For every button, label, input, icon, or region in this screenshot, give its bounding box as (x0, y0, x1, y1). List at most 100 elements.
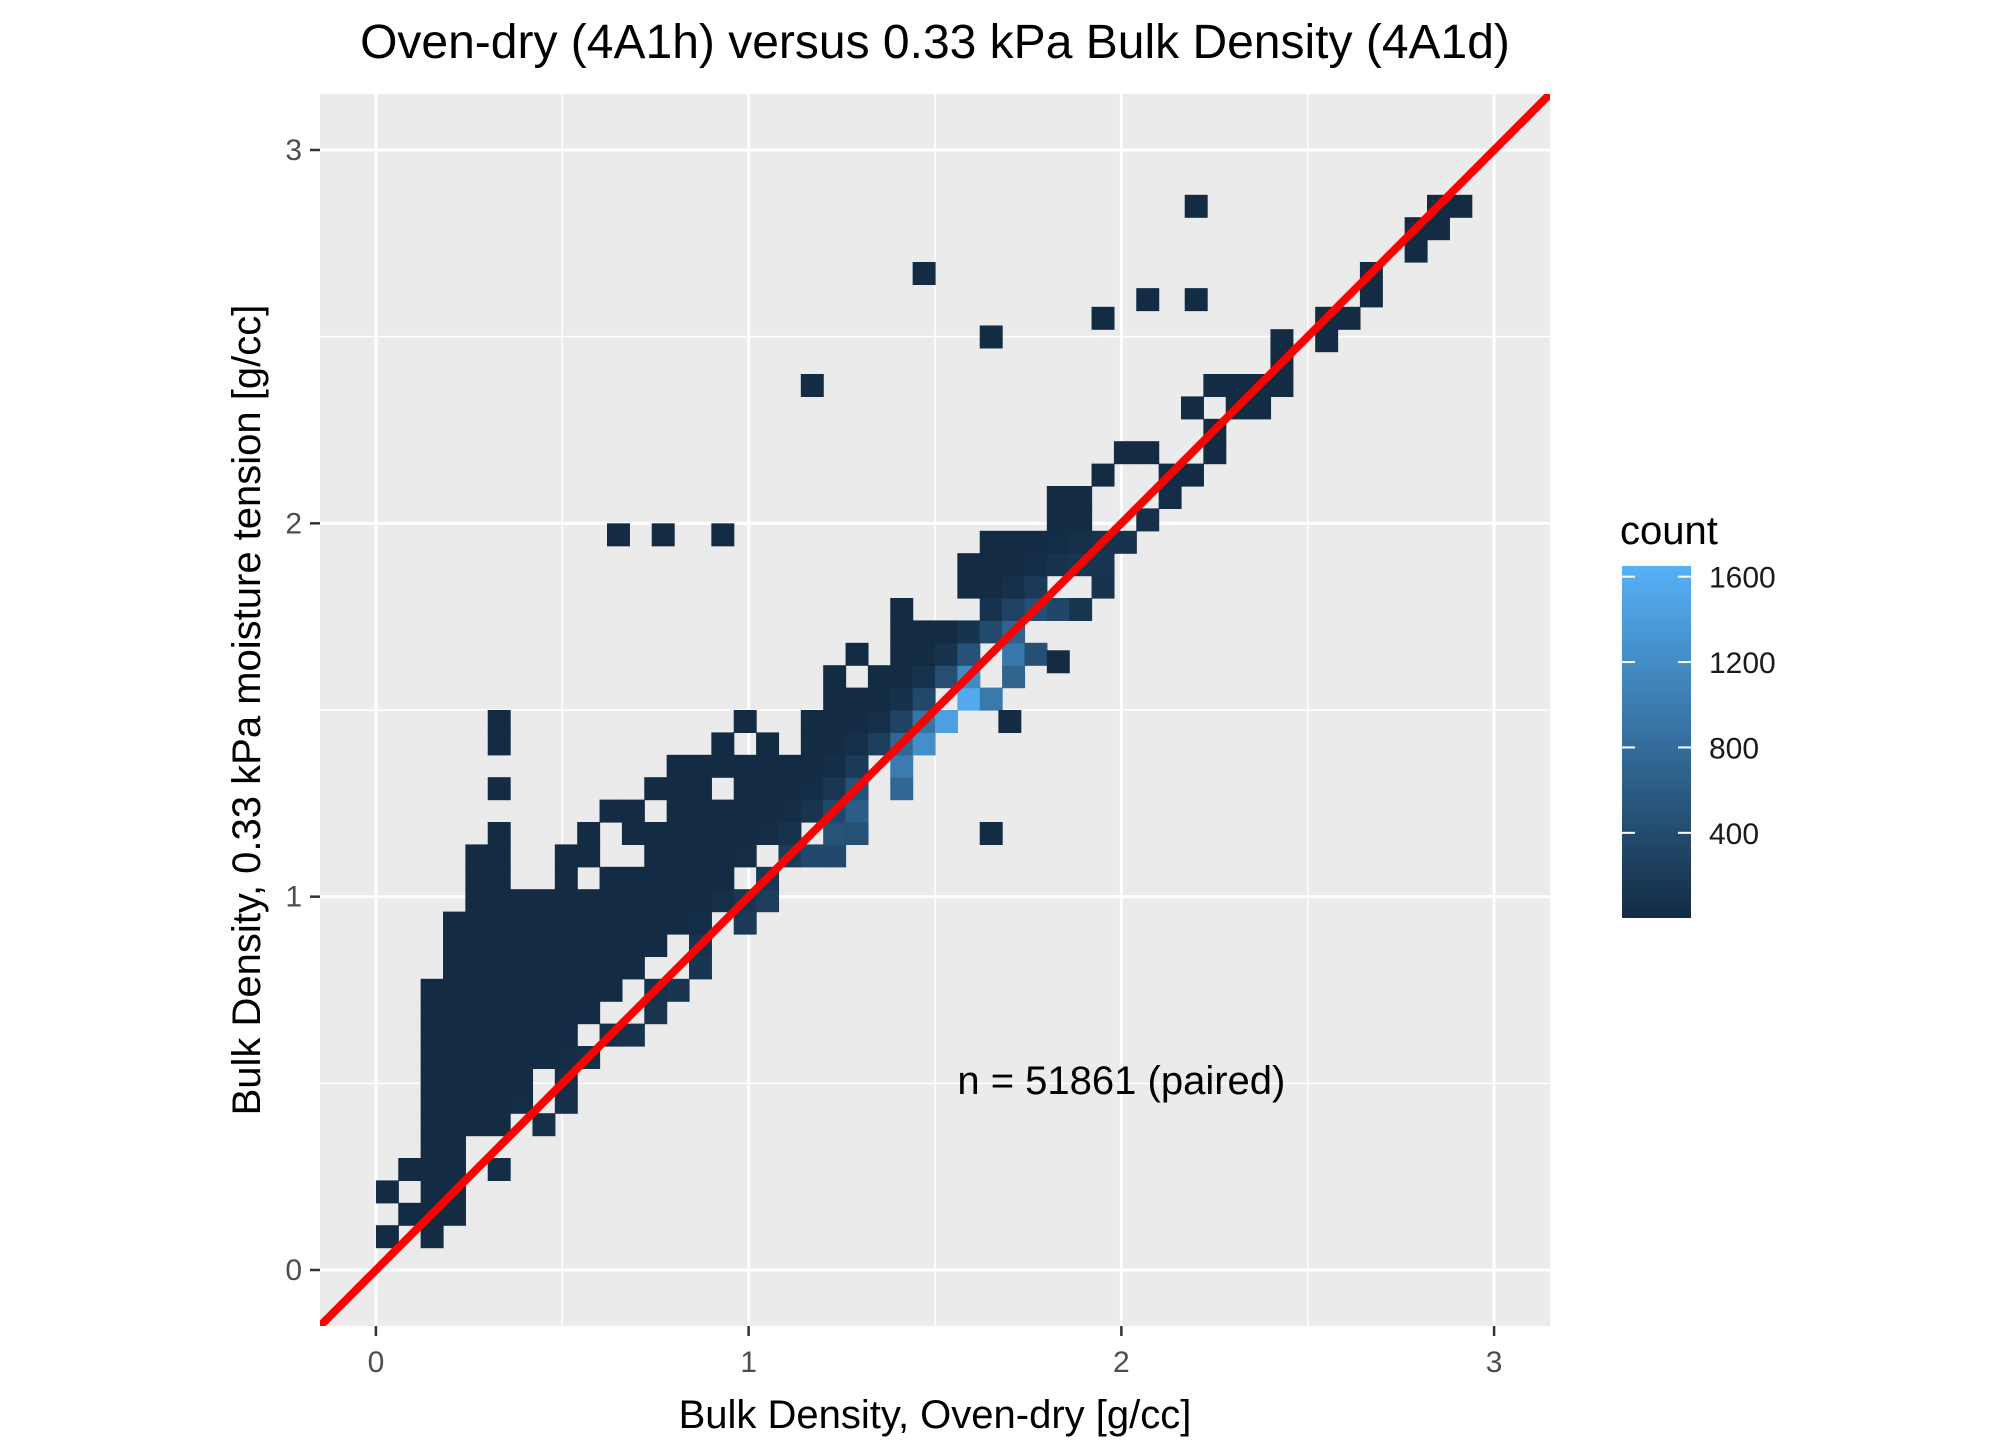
heatmap-cell (979, 575, 1003, 599)
heatmap-cell (711, 799, 735, 823)
heatmap-cell (599, 866, 623, 890)
heatmap-cell (443, 956, 466, 980)
heatmap-cell (420, 1158, 444, 1181)
heatmap-cell (890, 754, 914, 778)
heatmap-cell (689, 911, 712, 935)
heatmap-cell (621, 956, 645, 980)
heatmap-cell (644, 844, 668, 868)
heatmap-cell (398, 1158, 422, 1181)
heatmap-cell (912, 642, 936, 666)
heatmap-cell (532, 1113, 556, 1137)
heatmap-cell (1046, 553, 1070, 577)
heatmap-cell (890, 777, 914, 801)
heatmap-cell (666, 754, 690, 778)
heatmap-cell (621, 1023, 645, 1047)
heatmap-cell (823, 732, 847, 756)
heatmap-cell (420, 1113, 444, 1137)
heatmap-cell (487, 978, 511, 1002)
heatmap-cell (823, 822, 847, 845)
heatmap-cell (599, 889, 623, 913)
heatmap-cell (487, 1023, 511, 1047)
heatmap-cell (510, 911, 534, 935)
heatmap-cell (443, 978, 466, 1002)
heatmap-cell (420, 1180, 444, 1204)
reference-line (320, 94, 1550, 1326)
heatmap-cell (1002, 598, 1026, 621)
heatmap-cell (487, 777, 511, 801)
heatmap-cell (487, 956, 511, 980)
heatmap-cell (443, 911, 466, 935)
heatmap-cell (599, 956, 623, 980)
y-tick-label: 3 (285, 134, 302, 167)
heatmap-cell (867, 687, 891, 711)
heatmap-cell (711, 822, 735, 845)
heatmap-cell (711, 754, 735, 778)
heatmap-cell (800, 710, 824, 733)
heatmap-cell (1449, 194, 1473, 218)
heatmap-cell (800, 777, 824, 801)
heatmap-cell (420, 1135, 444, 1159)
heatmap-cell (420, 1225, 444, 1249)
heatmap-cell (554, 844, 578, 868)
heatmap-cell (890, 665, 914, 689)
chart-title: Oven-dry (4A1h) versus 0.33 kPa Bulk Den… (360, 16, 1510, 69)
heatmap-cell (756, 889, 780, 913)
heatmap-cell (1069, 508, 1093, 532)
heatmap-cell (756, 777, 780, 801)
heatmap-cell (1002, 575, 1026, 599)
legend-title: count (1620, 509, 1718, 553)
legend-label: 1600 (1709, 562, 1776, 595)
heatmap-cell (823, 687, 847, 711)
heatmap-cell (733, 822, 757, 845)
heatmap-cell (487, 1090, 511, 1114)
heatmap-cell (689, 844, 712, 868)
heatmap-cell (979, 620, 1003, 644)
heatmap-cell (487, 934, 511, 957)
heatmap-cell (867, 665, 891, 689)
heatmap-cell (890, 687, 914, 711)
heatmap-cell (666, 822, 690, 845)
heatmap-cell (532, 889, 556, 913)
x-axis-title: Bulk Density, Oven-dry [g/cc] (679, 1393, 1192, 1437)
heatmap-cell (443, 1090, 466, 1114)
legend-label: 800 (1709, 732, 1759, 765)
heatmap-cell (733, 844, 757, 868)
heatmap-cell (644, 889, 668, 913)
heatmap-outlier-cell (651, 523, 675, 547)
y-tick-label: 1 (285, 881, 302, 914)
heatmap-cell (666, 799, 690, 823)
heatmap-cell (1046, 598, 1070, 621)
heatmap-cell (689, 777, 712, 801)
heatmap-cell (510, 1068, 534, 1092)
heatmap-cell (510, 889, 534, 913)
heatmap-cell (666, 777, 690, 801)
heatmap-cell (890, 642, 914, 666)
x-tick-label: 1 (740, 1346, 757, 1379)
heatmap-cell (845, 732, 869, 756)
heatmap-cell (1091, 553, 1115, 577)
heatmap-cell (778, 777, 802, 801)
heatmap-cell (711, 732, 735, 756)
heatmap-cell (979, 530, 1003, 554)
heatmap-cell (823, 844, 847, 868)
heatmap-cell (510, 1090, 534, 1114)
heatmap-cell (487, 844, 511, 868)
heatmap-cell (487, 710, 511, 733)
sample-size-annotation: n = 51861 (paired) (957, 1059, 1285, 1103)
heatmap-cell (599, 978, 623, 1002)
heatmap-cell (554, 889, 578, 913)
heatmap-outlier-cell (1046, 650, 1070, 674)
heatmap-cell (554, 866, 578, 890)
heatmap-cell (420, 978, 444, 1002)
heatmap-cell (845, 687, 869, 711)
heatmap-cell (912, 665, 936, 689)
heatmap-cell (577, 956, 601, 980)
legend: count 1600 1200 800 400 (1620, 509, 1776, 918)
x-tick-label: 3 (1486, 1346, 1503, 1379)
heatmap-cell (935, 710, 958, 733)
heatmap-cell (800, 844, 824, 868)
heatmap-cell (554, 1001, 578, 1025)
x-axis: 0 1 2 3 (368, 1326, 1503, 1379)
heatmap-cell (845, 822, 869, 845)
heatmap-cell (532, 1001, 556, 1025)
